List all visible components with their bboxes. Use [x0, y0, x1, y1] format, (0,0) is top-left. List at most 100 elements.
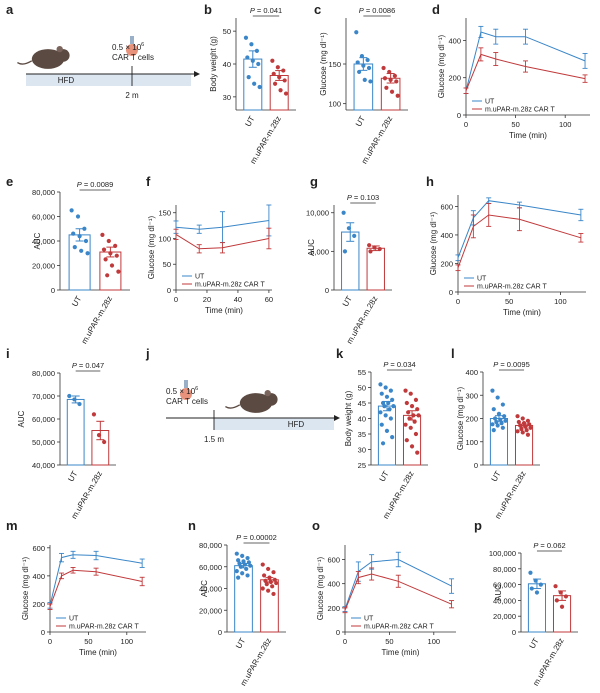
- y-tick-label: 150: [328, 60, 341, 69]
- panel-label: n: [188, 518, 196, 533]
- data-point: [271, 570, 276, 575]
- data-point: [71, 231, 76, 236]
- data-point: [490, 388, 495, 393]
- data-point: [355, 60, 360, 65]
- data-point: [243, 35, 249, 40]
- y-tick-label: 20,000: [199, 606, 222, 615]
- data-point: [503, 418, 508, 423]
- data-point: [408, 391, 413, 396]
- y-tick-label: 0: [167, 286, 171, 295]
- panel-label: k: [336, 346, 344, 361]
- data-point: [274, 580, 279, 586]
- x-tick-label: UT: [341, 294, 354, 308]
- y-axis-label: Glucose (mg dl⁻¹): [429, 211, 438, 275]
- data-point: [384, 394, 390, 399]
- data-point: [520, 416, 525, 421]
- data-point: [272, 81, 278, 86]
- data-point: [408, 425, 413, 430]
- data-point: [72, 245, 77, 250]
- y-tick-label: 35: [358, 430, 366, 439]
- data-point: [260, 586, 265, 591]
- data-point: [103, 257, 108, 262]
- y-tick-label: 60,000: [199, 563, 222, 572]
- y-tick-label: 400: [448, 36, 461, 45]
- y-tick-label: 100: [465, 438, 478, 447]
- y-tick-label: 0: [325, 286, 329, 295]
- panel-f: f 0 50 100 150 0 20 40 60 Time (min) Glucose (mg d…: [146, 174, 273, 315]
- panel-h: h 0 200 400 600 0 50 100 Time (min) Glucose (mg d…: [426, 174, 586, 317]
- mouse-head: [57, 49, 70, 62]
- data-point: [261, 573, 267, 578]
- data-point: [380, 441, 386, 446]
- y-axis-label: AUC: [33, 232, 42, 249]
- y-tick-label: 80,000: [32, 188, 55, 197]
- data-point: [248, 563, 253, 568]
- data-point: [256, 61, 261, 67]
- panel-e: e 0 20,000 40,000 60,000 80,000 AUC UTm.uPAR-m.…: [6, 174, 130, 345]
- panel-label: o: [312, 518, 320, 533]
- mouse-body: [31, 49, 65, 69]
- data-point: [69, 208, 74, 213]
- legend-label: m.uPAR-m.28z CAR T: [477, 284, 547, 291]
- data-point: [240, 553, 245, 558]
- panel-label: j: [145, 346, 150, 361]
- data-point: [362, 77, 367, 82]
- x-axis-label: Time (min): [509, 131, 547, 140]
- series-line-ut: [465, 31, 586, 91]
- p-value: P = 0.103: [347, 193, 379, 202]
- y-tick-label: 600: [32, 544, 45, 553]
- panel-m: m 0 200 400 600 0 50 100 Time (min) Glucose (mg d…: [6, 518, 146, 657]
- hfd-bar: [214, 418, 334, 430]
- syringe-icon: [130, 36, 134, 44]
- x-tick-label: 100: [428, 637, 441, 646]
- y-tick-label: 300: [465, 391, 478, 400]
- y-axis-label: Glucose (mg dl⁻¹): [316, 556, 325, 620]
- series-line-car: [465, 53, 586, 91]
- data-point: [413, 431, 419, 437]
- x-tick-label: UT: [70, 294, 83, 308]
- data-point: [67, 393, 72, 399]
- data-point: [502, 414, 507, 419]
- data-point: [82, 226, 87, 231]
- data-point: [390, 397, 395, 402]
- data-point: [106, 238, 111, 244]
- y-tick-label: 200: [448, 74, 461, 83]
- x-tick-label: 40: [234, 295, 242, 304]
- data-point: [383, 413, 388, 418]
- x-tick-label: 0: [456, 297, 460, 306]
- data-point: [266, 588, 271, 593]
- legend-label: UT: [477, 276, 487, 283]
- mouse-icon: [225, 389, 278, 413]
- data-point: [85, 251, 90, 256]
- series-line-ut: [344, 558, 452, 610]
- data-point: [415, 407, 420, 412]
- x-tick-label: 0: [343, 637, 347, 646]
- data-point: [391, 404, 396, 409]
- y-tick-label: 40,000: [32, 237, 55, 246]
- y-tick-label: 0: [449, 288, 453, 297]
- data-point: [409, 444, 415, 449]
- data-point: [388, 416, 393, 421]
- mouse-ear: [56, 45, 63, 53]
- y-tick-label: 70,000: [32, 392, 55, 401]
- y-tick-label: 50: [358, 384, 366, 393]
- panel-label: e: [6, 174, 13, 189]
- dose-label: 0.5 × 106: [166, 386, 198, 396]
- cells-label: CAR T cells: [166, 397, 208, 406]
- data-point: [275, 65, 280, 70]
- x-tick-label: 60: [265, 295, 273, 304]
- data-point: [236, 558, 241, 563]
- panel-p: p020,00040,00060,00080,000100,000AUCUTm.…: [474, 518, 578, 687]
- y-axis-label: Glucose (mg dl⁻¹): [147, 215, 156, 279]
- y-axis-label: Glucose (mg dl⁻¹): [437, 34, 446, 98]
- y-tick-label: 400: [440, 231, 453, 240]
- x-axis-label: Time (min): [205, 306, 243, 315]
- data-point: [413, 397, 419, 402]
- data-point: [378, 410, 383, 415]
- data-point: [281, 68, 286, 73]
- y-tick-label: 50,000: [32, 438, 55, 447]
- x-tick-label: 50: [84, 637, 92, 646]
- data-point: [404, 400, 409, 406]
- time-label: 1.5 m: [204, 435, 224, 444]
